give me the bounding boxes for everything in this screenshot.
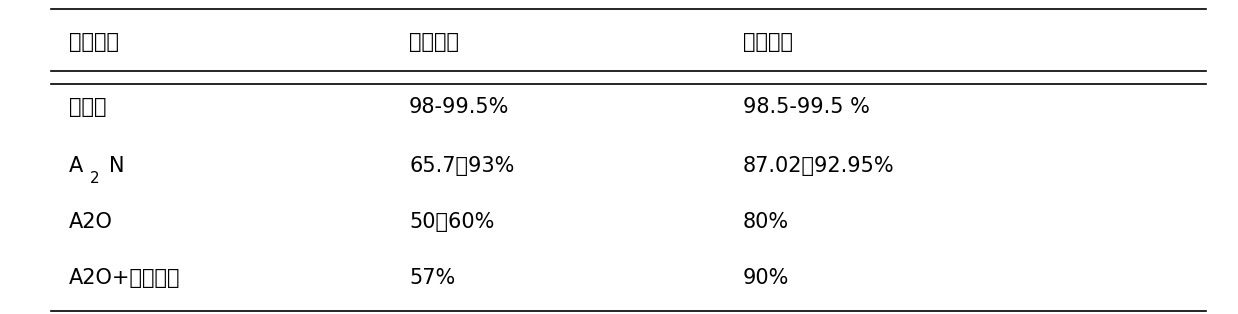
Text: 脉氮效率: 脉氮效率 [409,32,459,52]
Text: 65.7～93%: 65.7～93% [409,156,514,176]
Text: A: A [69,156,84,176]
Text: 87.02～92.95%: 87.02～92.95% [743,156,894,176]
Text: A2O: A2O [69,212,113,232]
Text: 2: 2 [90,171,100,186]
Text: 98.5-99.5 %: 98.5-99.5 % [743,97,869,117]
Text: 本发明: 本发明 [69,97,106,117]
Text: 98-99.5%: 98-99.5% [409,97,509,117]
Text: 90%: 90% [743,268,789,288]
Text: A2O+生物膜法: A2O+生物膜法 [69,268,181,288]
Text: N: N [109,156,124,176]
Text: 57%: 57% [409,268,456,288]
Text: 除磷效率: 除磷效率 [743,32,792,52]
Text: 80%: 80% [743,212,789,232]
Text: 工艺名称: 工艺名称 [69,32,119,52]
Text: 50～60%: 50～60% [409,212,494,232]
